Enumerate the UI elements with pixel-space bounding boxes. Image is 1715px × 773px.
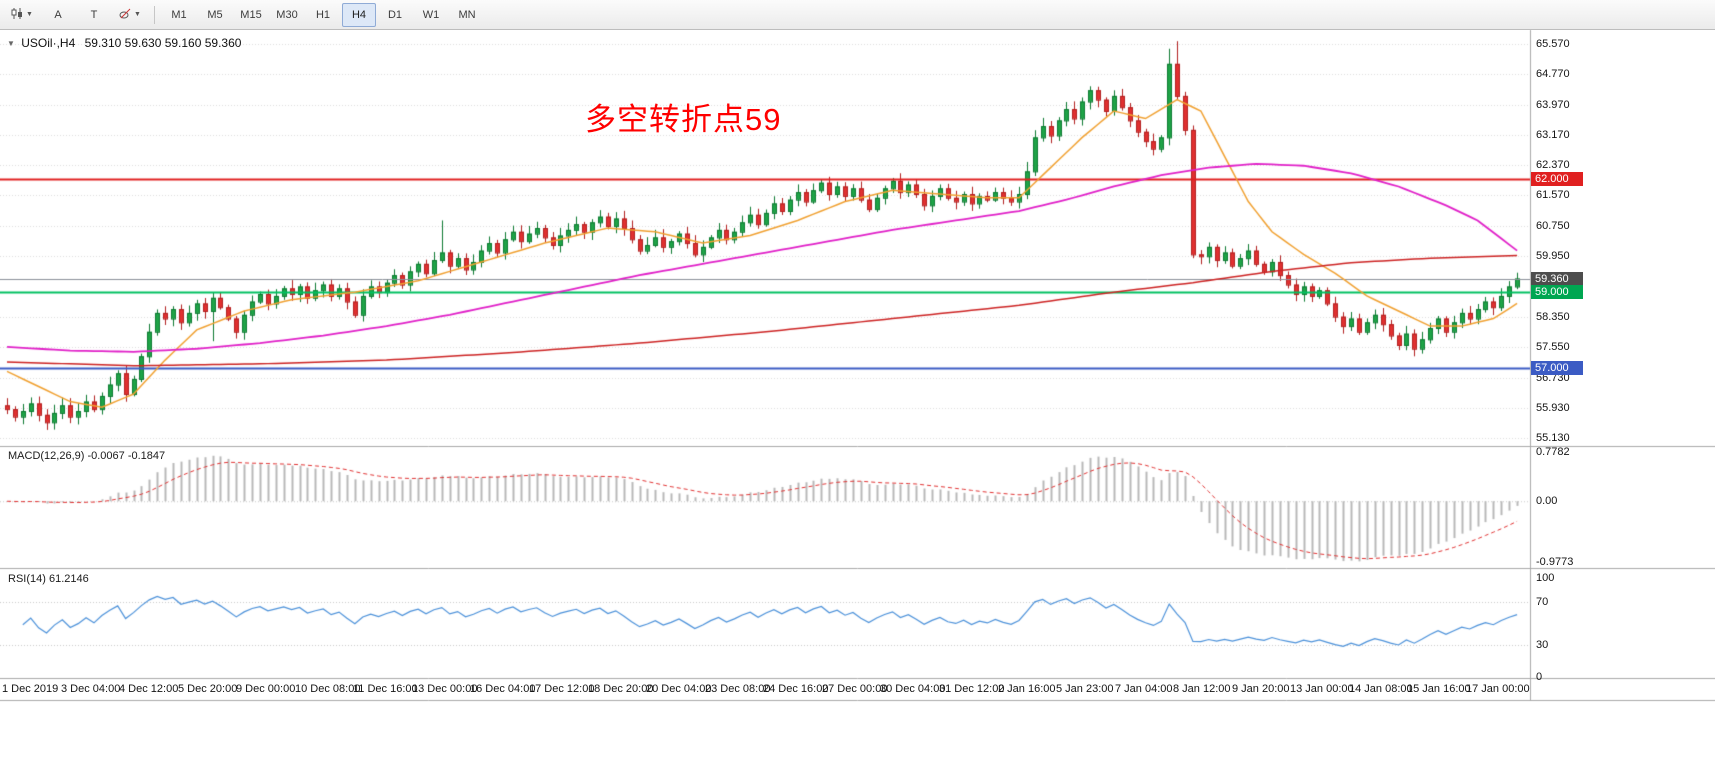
candles-icon (11, 7, 24, 23)
macd-axis-label: 0.7782 (1536, 446, 1570, 458)
timeframe-button-m5[interactable]: M5 (207, 8, 223, 21)
price-axis-label: 55.130 (1536, 432, 1570, 444)
macd-axis-label: -0.9773 (1536, 556, 1574, 568)
toolbar-left-group: ▼ A T ▼ (4, 3, 148, 27)
time-axis-label: 4 Dec 12:00 (119, 683, 179, 695)
price-axis-label: 55.930 (1536, 402, 1570, 414)
time-axis-label: 13 Jan 00:00 (1290, 683, 1354, 695)
chart-type-button[interactable]: ▼ (5, 3, 39, 27)
price-axis-label: 63.170 (1536, 129, 1570, 141)
time-axis-label: 20 Dec 04:00 (646, 683, 712, 695)
price-axis-label: 62.370 (1536, 159, 1570, 171)
time-axis-label: 18 Dec 20:00 (588, 683, 654, 695)
chevron-down-icon: ▼ (134, 11, 141, 18)
time-axis-label: 9 Dec 00:00 (236, 683, 296, 695)
time-axis-label: 2 Jan 16:00 (998, 683, 1056, 695)
timeframe-button-h1[interactable]: H1 (315, 8, 331, 21)
chart-title: ▼ USOil·,H4 59.310 59.630 59.160 59.360 (7, 36, 241, 50)
timeframe-button-h4[interactable]: H4 (342, 2, 376, 27)
price-axis-label: 65.570 (1536, 38, 1570, 50)
timeframe-button-w1[interactable]: W1 (422, 8, 440, 21)
time-axis-label: 9 Jan 20:00 (1232, 683, 1290, 695)
time-axis-label: 14 Jan 08:00 (1349, 683, 1413, 695)
price-axis-label: 63.970 (1536, 99, 1570, 111)
time-axis-label: 3 Dec 04:00 (61, 683, 121, 695)
price-badge-57000[interactable]: 57.000 (1531, 361, 1583, 375)
price-axis-label: 60.750 (1536, 220, 1570, 232)
shapes-icon (119, 7, 132, 23)
time-axis-label: 13 Dec 00:00 (412, 683, 478, 695)
time-axis-label: 17 Jan 00:00 (1466, 683, 1530, 695)
price-badge-59360: 59.360 (1531, 272, 1583, 286)
price-axis-label: 61.570 (1536, 189, 1570, 201)
text-tool-button[interactable]: T (77, 3, 111, 27)
chart-title-ohlc: 59.310 59.630 59.160 59.360 (84, 36, 242, 50)
time-axis-label: 31 Dec 12:00 (939, 683, 1005, 695)
rsi-axis-label: 30 (1536, 639, 1549, 651)
rsi-label: RSI(14) 61.2146 (8, 573, 89, 585)
chevron-down-icon: ▼ (26, 11, 33, 18)
rsi-axis-label: 100 (1536, 572, 1555, 584)
time-axis-label: 8 Jan 12:00 (1173, 683, 1231, 695)
price-axis-label: 58.350 (1536, 311, 1570, 323)
price-axis-label: 59.950 (1536, 250, 1570, 262)
time-axis-label: 16 Dec 04:00 (470, 683, 536, 695)
time-axis-label: 17 Dec 12:00 (529, 683, 595, 695)
macd-label: MACD(12,26,9) -0.0067 -0.1847 (8, 450, 166, 462)
macd-axis-label: 0.00 (1536, 495, 1558, 507)
time-axis-label: 1 Dec 2019 (2, 683, 59, 695)
text-tool-button-label: T (90, 8, 98, 21)
time-axis-label: 11 Dec 16:00 (353, 683, 418, 695)
price-axis-label: 57.550 (1536, 341, 1570, 353)
timeframe-button-m15[interactable]: M15 (240, 8, 262, 21)
timeframe-group: M1 M5 M15 M30 H1 H4 D1 W1 MN (161, 2, 485, 27)
rsi-axis-label: 70 (1536, 596, 1549, 608)
timeframe-button-d1[interactable]: D1 (387, 8, 403, 21)
timeframe-button-m30[interactable]: M30 (276, 8, 298, 21)
time-axis-label: 5 Dec 20:00 (178, 683, 238, 695)
time-axis-label: 15 Jan 16:00 (1407, 683, 1471, 695)
price-badge-62000[interactable]: 62.000 (1531, 172, 1583, 186)
toolbar-separator (154, 5, 155, 24)
time-axis-label: 27 Dec 00:00 (822, 683, 888, 695)
time-axis-label: 24 Dec 16:00 (763, 683, 829, 695)
price-axis-label: 56.730 (1536, 372, 1570, 384)
toolbar: ▼ A T ▼ M1 M5 M15 M30 H1 H4 D1 W1 MN (0, 0, 1715, 30)
price-axis-label: 64.770 (1536, 68, 1570, 80)
time-axis-label: 7 Jan 04:00 (1115, 683, 1173, 695)
chart-title-symbol: USOil·,H4 (21, 36, 76, 50)
annotation-a-button-label: A (54, 8, 62, 21)
collapse-arrow-icon[interactable]: ▼ (7, 39, 15, 48)
timeframe-button-mn[interactable]: MN (458, 8, 476, 21)
timeframe-button-m1[interactable]: M1 (171, 8, 187, 21)
chart-annotation-text: 多空转折点59 (585, 102, 782, 137)
time-axis-label: 30 Dec 04:00 (880, 683, 946, 695)
time-axis-label: 10 Dec 08:00 (295, 683, 361, 695)
rsi-axis-label: 0 (1536, 671, 1543, 683)
shapes-button[interactable]: ▼ (113, 3, 147, 27)
annotation-a-button[interactable]: A (41, 3, 75, 27)
price-badge-59000[interactable]: 59.000 (1531, 285, 1583, 299)
time-axis-label: 5 Jan 23:00 (1056, 683, 1114, 695)
time-axis-label: 23 Dec 08:00 (705, 683, 771, 695)
